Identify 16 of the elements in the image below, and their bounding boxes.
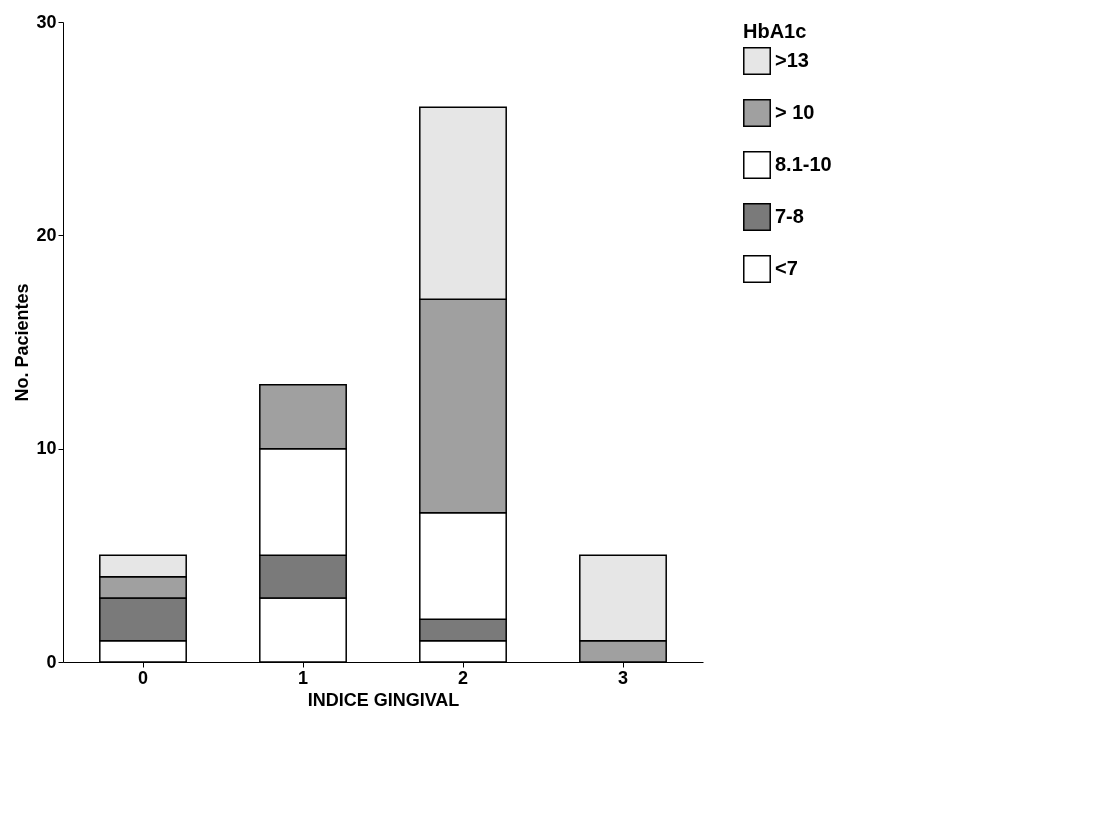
x-tick-label: 2 <box>457 667 469 688</box>
y-tick-label: 20 <box>36 224 57 245</box>
x-tick-label: 3 <box>617 667 629 688</box>
legend-label: 8.1-10 <box>775 153 832 175</box>
y-tick-label: 30 <box>36 11 57 32</box>
y-tick-label: 0 <box>46 651 57 672</box>
x-axis-title: INDICE GINGIVAL <box>307 689 460 710</box>
y-tick-label: 10 <box>36 438 57 459</box>
x-tick-label: 1 <box>297 667 309 688</box>
legend-label: 7-8 <box>775 205 804 227</box>
y-axis-title: No. Pacientes <box>12 283 33 402</box>
legend-label: >13 <box>775 49 809 71</box>
x-tick-label: 0 <box>137 667 149 688</box>
legend-label: <7 <box>775 257 798 279</box>
legend-title: HbA1c <box>743 20 807 42</box>
legend-label: > 10 <box>775 101 815 123</box>
